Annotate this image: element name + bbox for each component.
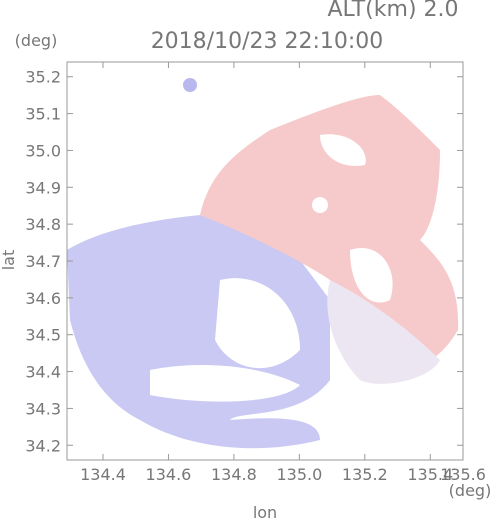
x-axis-label: lon: [253, 503, 277, 521]
radar-field: [67, 78, 459, 449]
y-tick-label: 34.5: [25, 326, 61, 345]
x-tick-label: 135.0: [276, 465, 322, 484]
y-tick-label: 35.2: [25, 68, 61, 87]
x-tick-label: 135.6: [440, 465, 486, 484]
altitude-label: ALT(km) 2.0: [327, 0, 458, 22]
y-tick-label: 35.0: [25, 141, 61, 160]
x-tick-label: 135.2: [342, 465, 388, 484]
y-tick-label: 34.6: [25, 289, 61, 308]
y-tick-label: 34.4: [25, 363, 61, 382]
x-tick-label: 134.8: [211, 465, 257, 484]
x-tick-label: 135.4: [407, 465, 453, 484]
y-tick-label: 34.9: [25, 178, 61, 197]
y-tick-label: 34.8: [25, 215, 61, 234]
chart-title: 2018/10/23 22:10:00: [151, 29, 384, 54]
y-tick-label: 34.7: [25, 252, 61, 271]
x-unit: (deg): [449, 481, 491, 500]
x-tick-label: 134.4: [80, 465, 126, 484]
y-tick-label: 35.1: [25, 105, 61, 124]
y-tick-label: 34.3: [25, 399, 61, 418]
x-tick-label: 134.6: [146, 465, 192, 484]
y-axis-label: lat: [0, 250, 18, 271]
y-unit: (deg): [15, 31, 58, 50]
y-tick-label: 34.2: [25, 436, 61, 455]
